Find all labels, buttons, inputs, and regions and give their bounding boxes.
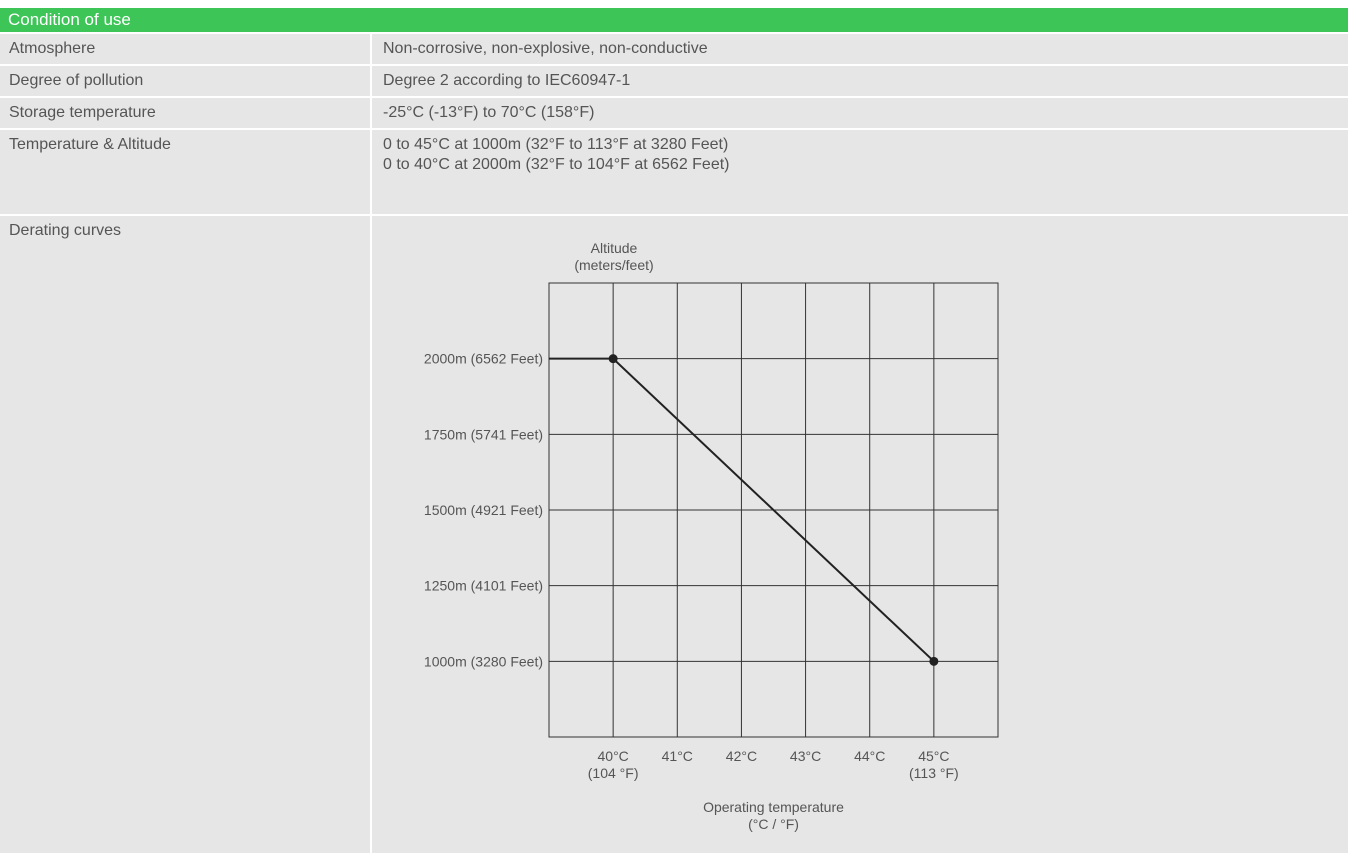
data-point: [929, 656, 939, 666]
row-value-line: Degree 2 according to IEC60947-1: [383, 72, 631, 89]
derating-chart: 2000m (6562 Feet) 1750m (5741 Feet) 1500m …: [424, 240, 999, 832]
data-point: [608, 354, 618, 364]
x-tick-label: 42°C: [726, 748, 757, 764]
row-label: Atmosphere: [0, 34, 370, 64]
row-value: Degree 2 according to IEC60947-1: [372, 66, 1348, 96]
y-tick-label: 1000m (3280 Feet): [424, 653, 543, 669]
table-row: Storage temperature -25°C (-13°F) to 70°…: [0, 98, 1348, 128]
section-header: Condition of use: [0, 8, 1348, 32]
row-label: Temperature & Altitude: [0, 130, 370, 214]
chart-cell: 2000m (6562 Feet) 1750m (5741 Feet) 1500m …: [372, 216, 1348, 853]
x-tick-label: (104 °F): [588, 765, 639, 781]
x-axis-title: Operating temperature: [703, 799, 844, 815]
row-label: Storage temperature: [0, 98, 370, 128]
row-value-line: -25°C (-13°F) to 70°C (158°F): [383, 104, 595, 121]
row-label: Degree of pollution: [0, 66, 370, 96]
y-axis-title: (meters/feet): [574, 257, 653, 273]
x-tick-label: (113 °F): [909, 765, 959, 781]
row-value-line: 0 to 45°C at 1000m (32°F to 113°F at 328…: [383, 136, 729, 153]
table-row: Degree of pollution Degree 2 according t…: [0, 66, 1348, 96]
row-value-line: Non-corrosive, non-explosive, non-conduc…: [383, 40, 708, 57]
x-tick-label: 45°C: [918, 748, 949, 764]
row-value: -25°C (-13°F) to 70°C (158°F): [372, 98, 1348, 128]
y-tick-label: 1250m (4101 Feet): [424, 578, 543, 594]
row-label: Derating curves: [0, 216, 370, 853]
x-tick-label: 40°C: [598, 748, 629, 764]
row-value: Non-corrosive, non-explosive, non-conduc…: [372, 34, 1348, 64]
x-tick-label: 44°C: [854, 748, 885, 764]
y-axis-title: Altitude: [591, 240, 638, 256]
table-row: Atmosphere Non-corrosive, non-explosive,…: [0, 34, 1348, 64]
x-tick-label: 43°C: [790, 748, 821, 764]
x-tick-label: 41°C: [662, 748, 693, 764]
y-tick-label: 1750m (5741 Feet): [424, 426, 543, 442]
y-tick-label: 2000m (6562 Feet): [424, 351, 543, 367]
x-axis-title: (°C / °F): [748, 816, 799, 832]
table-row: Temperature & Altitude 0 to 45°C at 1000…: [0, 130, 1348, 214]
table-row: Derating curves 2000m (6562 Feet) 1750m (…: [0, 216, 1348, 853]
row-value-line: 0 to 40°C at 2000m (32°F to 104°F at 656…: [383, 156, 730, 173]
row-value: 0 to 45°C at 1000m (32°F to 113°F at 328…: [372, 130, 1348, 214]
y-tick-label: 1500m (4921 Feet): [424, 502, 543, 518]
